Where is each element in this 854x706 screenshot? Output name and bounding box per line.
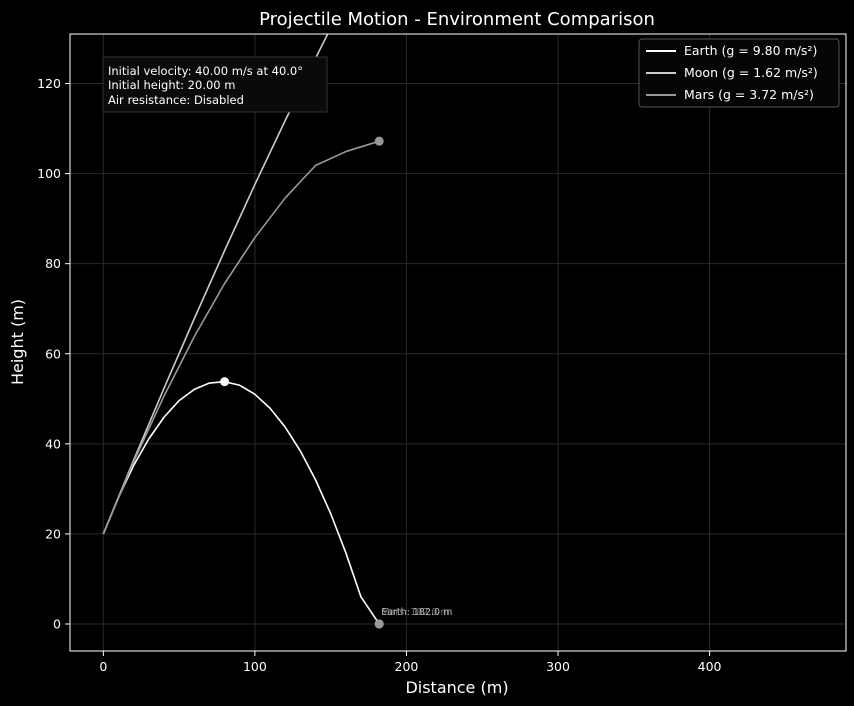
y-tick-label: 120 [37, 76, 61, 91]
grid [70, 34, 846, 651]
peak-marker-earth [220, 377, 230, 387]
x-tick-label: 100 [243, 659, 267, 674]
y-tick-label: 80 [45, 256, 61, 271]
axes-background [70, 34, 846, 651]
chart-title: Projectile Motion - Environment Comparis… [259, 9, 655, 30]
landing-label-mars: Mars: 182.0 m [381, 607, 450, 618]
landing-label-earth: Earth: 182.0 m [381, 607, 452, 618]
info-velocity: Initial velocity: 40.00 m/s at 40.0° [108, 64, 303, 78]
legend-label-earth: Earth (g = 9.80 m/s²) [684, 43, 817, 58]
x-tick-label: 400 [698, 659, 722, 674]
y-tick-label: 60 [45, 346, 61, 361]
legend-label-moon: Moon (g = 1.62 m/s²) [684, 65, 818, 80]
series-line-earth [102, 380, 380, 625]
legend-frame [638, 38, 840, 108]
x-axis-ticks: 0 100 200 300 400 [99, 651, 722, 674]
series-line-mars [102, 140, 380, 535]
x-axis-label: Distance (m) [405, 678, 508, 697]
x-tick-label: 300 [546, 659, 570, 674]
y-tick-label: 100 [37, 166, 61, 181]
legend: Earth (g = 9.80 m/s²) Moon (g = 1.62 m/s… [638, 38, 840, 108]
info-box-background [102, 56, 328, 113]
y-tick-label: 0 [53, 616, 61, 631]
peak-marker-mars [374, 136, 384, 146]
y-axis-ticks: 0 20 40 60 80 100 120 [37, 76, 70, 631]
x-tick-label: 200 [395, 659, 419, 674]
info-box: Initial velocity: 40.00 m/s at 40.0° Ini… [102, 56, 328, 113]
x-tick-label: 0 [99, 659, 107, 674]
landing-marker-mars [374, 619, 384, 629]
y-tick-label: 20 [45, 526, 61, 541]
info-height: Initial height: 20.00 m [108, 78, 235, 92]
y-tick-label: 40 [45, 436, 61, 451]
info-air-resistance: Air resistance: Disabled [108, 93, 244, 107]
legend-label-mars: Mars (g = 3.72 m/s²) [684, 87, 814, 102]
axes-frame [69, 33, 847, 652]
y-axis-label: Height (m) [8, 299, 27, 385]
